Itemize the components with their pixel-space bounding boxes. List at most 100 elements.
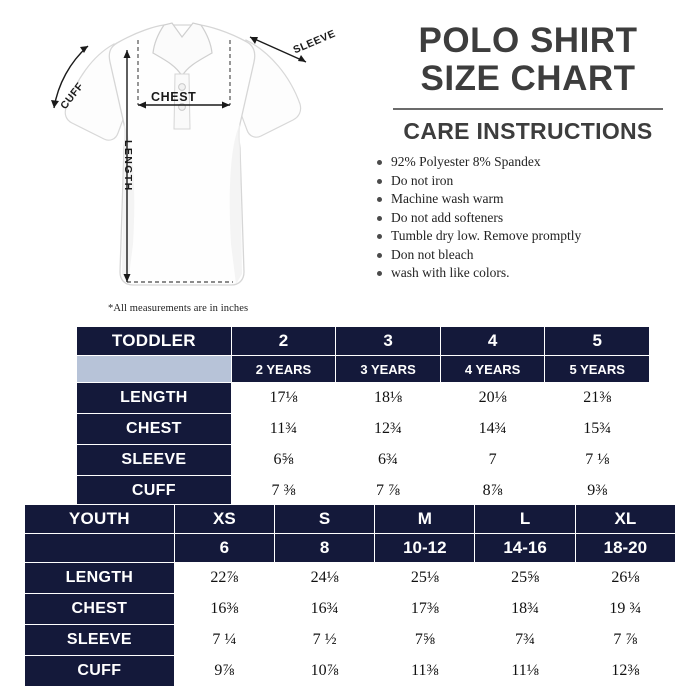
title-divider [393,108,663,110]
title-line-2: SIZE CHART [420,59,636,98]
label-length: LENGTH [122,140,134,192]
table-row: TODDLER 2 3 4 5 [76,326,650,356]
table-cell: 11¾ [230,413,337,445]
toddler-row-label: LENGTH [76,382,232,414]
table-cell: 7 [439,444,546,476]
youth-age-header: 6 [173,533,275,563]
table-cell: 18⅛ [335,382,441,414]
table-row: LENGTH 17⅛ 18⅛ 20⅛ 21⅜ [76,382,650,414]
list-item: Don not bleach [376,246,700,265]
table-cell: 12¾ [335,413,441,445]
youth-corner-label: YOUTH [24,504,175,534]
table-cell: 7 ⅞ [335,475,441,507]
table-cell: 6⅝ [230,444,337,476]
table-cell: 22⅞ [173,562,275,594]
table-cell: 9⅜ [544,475,650,507]
header-column: POLO SHIRT SIZE CHART CARE INSTRUCTIONS … [356,0,700,322]
table-row: SLEEVE 7 ¼ 7 ½ 7⅝ 7¾ 7 ⅞ [24,624,677,656]
table-cell: 20⅛ [439,382,546,414]
youth-age-header: 18-20 [574,533,677,563]
table-cell: 10⅞ [273,655,376,687]
toddler-size-table: TODDLER 2 3 4 5 2 YEARS 3 YEARS 4 YEARS … [76,326,650,507]
table-row: SLEEVE 6⅝ 6¾ 7 7 ⅛ [76,444,650,476]
youth-row-label: SLEEVE [24,624,175,656]
polo-shirt-graphic [51,22,307,286]
list-item: Do not add softeners [376,209,700,228]
toddler-age-header: 4 YEARS [439,355,546,383]
care-instructions-title: CARE INSTRUCTIONS [403,118,653,144]
list-item: wash with like colors. [376,264,700,283]
table-row: YOUTH XS S M L XL [24,504,677,534]
table-cell: 16⅜ [173,593,275,625]
toddler-corner-label: TODDLER [76,326,232,356]
youth-size-header: S [273,504,376,534]
table-cell: 7 ⅜ [230,475,337,507]
table-row: 2 YEARS 3 YEARS 4 YEARS 5 YEARS [76,355,650,383]
youth-size-header: L [474,504,576,534]
table-row: CUFF 9⅞ 10⅞ 11⅜ 11⅛ 12⅜ [24,655,677,687]
table-cell: 15¾ [544,413,650,445]
toddler-size-header: 4 [439,326,546,356]
label-chest: CHEST [151,90,197,104]
care-instructions-list: 92% Polyester 8% Spandex Do not iron Mac… [356,153,700,283]
table-row: LENGTH 22⅞ 24⅛ 25⅛ 25⅝ 26⅛ [24,562,677,594]
top-section: CHEST SLEEVE CUFF LENGTH *All measuremen… [0,0,700,322]
toddler-row-label: CHEST [76,413,232,445]
table-cell: 7 ⅛ [544,444,650,476]
toddler-age-header: 3 YEARS [335,355,441,383]
table-cell: 16¾ [273,593,376,625]
toddler-age-corner [76,355,232,383]
table-cell: 12⅜ [574,655,677,687]
youth-size-table-wrapper: YOUTH XS S M L XL 6 8 10-12 14-16 18-20 … [24,504,677,687]
youth-age-header: 8 [273,533,376,563]
table-cell: 25⅛ [374,562,476,594]
toddler-size-header: 5 [544,326,650,356]
table-cell: 7¾ [474,624,576,656]
toddler-size-header: 3 [335,326,441,356]
table-cell: 9⅞ [173,655,275,687]
list-item: Tumble dry low. Remove promptly [376,227,700,246]
toddler-age-header: 5 YEARS [544,355,650,383]
table-row: 6 8 10-12 14-16 18-20 [24,533,677,563]
table-cell: 18¾ [474,593,576,625]
toddler-row-label: SLEEVE [76,444,232,476]
youth-row-label: CHEST [24,593,175,625]
toddler-age-header: 2 YEARS [230,355,337,383]
table-cell: 14¾ [439,413,546,445]
table-row: CUFF 7 ⅜ 7 ⅞ 8⅞ 9⅜ [76,475,650,507]
youth-size-header: M [374,504,476,534]
toddler-size-table-wrapper: TODDLER 2 3 4 5 2 YEARS 3 YEARS 4 YEARS … [76,326,650,507]
youth-size-header: XL [574,504,677,534]
table-row: CHEST 16⅜ 16¾ 17⅜ 18¾ 19 ¾ [24,593,677,625]
youth-age-header: 14-16 [474,533,576,563]
list-item: Machine wash warm [376,190,700,209]
youth-row-label: CUFF [24,655,175,687]
youth-age-corner [24,533,175,563]
table-cell: 24⅛ [273,562,376,594]
youth-size-header: XS [173,504,275,534]
table-cell: 26⅛ [574,562,677,594]
table-cell: 7 ½ [273,624,376,656]
table-cell: 11⅜ [374,655,476,687]
table-cell: 17⅛ [230,382,337,414]
table-cell: 6¾ [335,444,441,476]
table-cell: 17⅜ [374,593,476,625]
table-cell: 25⅝ [474,562,576,594]
youth-size-table: YOUTH XS S M L XL 6 8 10-12 14-16 18-20 … [24,504,677,687]
table-cell: 8⅞ [439,475,546,507]
table-cell: 21⅜ [544,382,650,414]
table-cell: 11⅛ [474,655,576,687]
table-cell: 7⅝ [374,624,476,656]
youth-age-header: 10-12 [374,533,476,563]
toddler-row-label: CUFF [76,475,232,507]
list-item: 92% Polyester 8% Spandex [376,153,700,172]
youth-row-label: LENGTH [24,562,175,594]
page-title: POLO SHIRT SIZE CHART [356,22,700,98]
shirt-illustration: CHEST SLEEVE CUFF LENGTH *All measuremen… [0,0,356,322]
table-cell: 7 ¼ [173,624,275,656]
measurements-footnote: *All measurements are in inches [108,303,249,314]
table-row: CHEST 11¾ 12¾ 14¾ 15¾ [76,413,650,445]
toddler-size-header: 2 [230,326,337,356]
list-item: Do not iron [376,172,700,191]
